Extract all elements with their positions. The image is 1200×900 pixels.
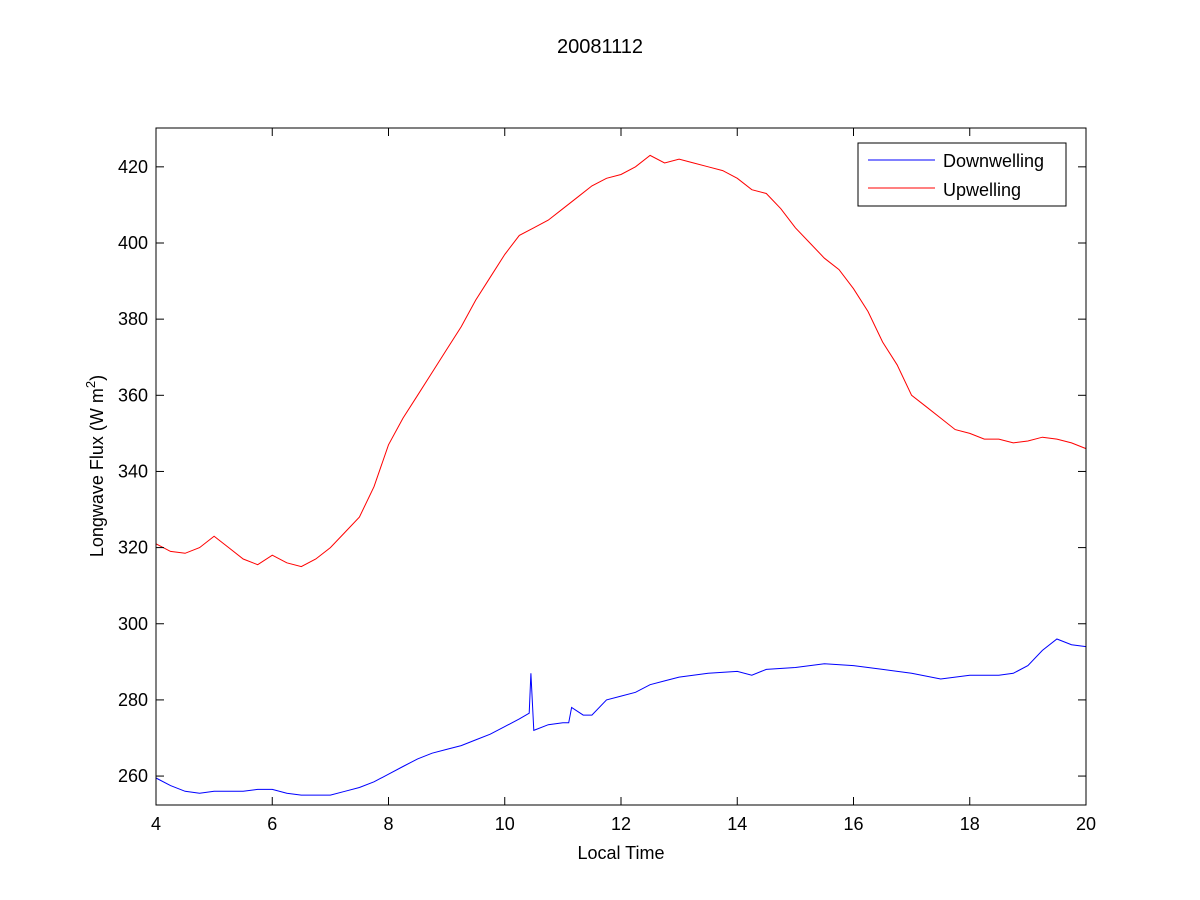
y-tick-label: 280	[118, 690, 148, 710]
legend-label-downwelling: Downwelling	[943, 151, 1044, 171]
x-tick-label: 18	[960, 814, 980, 834]
y-tick-label: 360	[118, 385, 148, 405]
y-tick-label: 300	[118, 614, 148, 634]
y-tick-label: 420	[118, 157, 148, 177]
y-tick-label: 260	[118, 766, 148, 786]
y-axis-label-superscript: 2	[83, 381, 98, 388]
chart-title: 20081112	[557, 36, 643, 58]
y-axis-label-main: Longwave Flux (W m	[87, 388, 107, 557]
x-tick-label: 20	[1076, 814, 1096, 834]
y-tick-label: 340	[118, 461, 148, 481]
y-tick-label: 400	[118, 233, 148, 253]
x-tick-label: 4	[151, 814, 161, 834]
x-tick-label: 8	[383, 814, 393, 834]
y-tick-label: 320	[118, 538, 148, 558]
x-tick-label: 16	[843, 814, 863, 834]
axis-ticks: 4 6 8 10 12 14 16 18 20 260 280 300 320 340 360 380 400 4…	[118, 128, 1096, 834]
series-line-upwelling	[155, 154, 1087, 568]
x-tick-label: 6	[267, 814, 277, 834]
plot-area-frame	[155, 127, 1087, 806]
y-tick-label: 380	[118, 309, 148, 329]
series-layer	[155, 154, 1087, 796]
series-line-downwelling	[155, 638, 1087, 796]
x-tick-label: 10	[495, 814, 515, 834]
x-tick-label: 14	[727, 814, 747, 834]
legend-label-upwelling: Upwelling	[943, 180, 1021, 200]
x-axis-label: Local Time	[577, 843, 664, 863]
legend-box	[857, 142, 1067, 207]
legend: Downwelling Upwelling	[857, 142, 1067, 207]
y-axis-label-close: )	[87, 375, 107, 381]
y-axis-label: Longwave Flux (W m2)	[83, 375, 107, 557]
x-tick-label: 12	[611, 814, 631, 834]
